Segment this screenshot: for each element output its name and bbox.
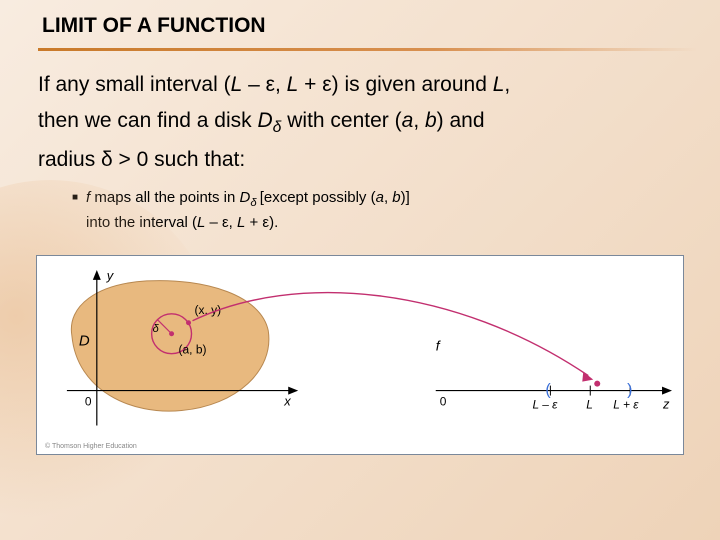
left-panel: y x 0 D (x, y) (a, b) δ [67, 268, 298, 426]
copyright-text: © Thomson Higher Education [45, 443, 137, 450]
figure-frame: y x 0 D (x, y) (a, b) δ f ( ) 0 L [36, 255, 684, 455]
label-y: y [106, 268, 115, 283]
label-D: D [79, 333, 90, 350]
right-panel: ( ) 0 L – ε L L + ε z [436, 381, 672, 412]
svg-text:(: ( [545, 382, 551, 399]
label-delta: δ [153, 323, 160, 335]
label-O-right: 0 [440, 395, 447, 409]
page-title: LIMIT OF A FUNCTION [42, 14, 720, 38]
label-x: x [283, 394, 291, 409]
label-L: L [586, 398, 593, 412]
label-ab: (a, b) [179, 343, 207, 357]
svg-text:): ) [627, 382, 632, 399]
label-Lme: L – ε [532, 398, 558, 412]
main-paragraph: If any small interval (L – ε, L + ε) is … [0, 51, 720, 177]
label-z: z [662, 397, 670, 412]
figure-svg: y x 0 D (x, y) (a, b) δ f ( ) 0 L [37, 256, 683, 455]
label-O-left: 0 [85, 395, 92, 409]
label-Lpe: L + ε [613, 398, 639, 412]
label-f: f [436, 338, 442, 354]
